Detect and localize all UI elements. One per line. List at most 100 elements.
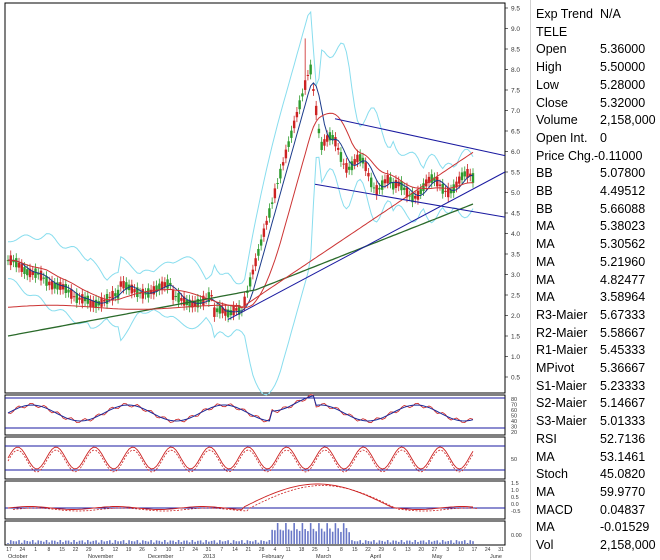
volume-bar: [166, 542, 169, 544]
candle-body: [419, 189, 422, 195]
volume-bar: [469, 540, 472, 544]
price-axis-label: 7.5: [511, 88, 520, 95]
volume-bar: [161, 541, 163, 544]
candle-body: [78, 297, 81, 300]
info-value: 53.1461: [600, 449, 646, 464]
volume-bar: [147, 541, 150, 544]
candle-body: [59, 282, 62, 290]
info-value: 5.01333: [600, 414, 646, 429]
volume-bar: [450, 540, 452, 544]
rsi-axis-label: 30: [511, 425, 517, 431]
candle-body: [215, 308, 219, 313]
candle-body: [425, 179, 428, 187]
volume-bar: [392, 540, 395, 544]
candle-body: [298, 100, 301, 110]
candle-body: [149, 289, 153, 294]
info-label: Open Int.: [536, 130, 588, 145]
info-label: MA: [536, 520, 555, 535]
info-value: 0: [600, 130, 607, 145]
candle-body: [100, 297, 103, 307]
volume-bar: [296, 529, 298, 544]
date-tick-label: 31: [206, 547, 212, 553]
candle-body: [292, 120, 296, 129]
candle-body: [210, 295, 213, 297]
info-label: MA: [536, 272, 555, 287]
info-label: BB: [536, 166, 553, 181]
info-value: 5.28000: [600, 77, 646, 92]
info-label: R2-Maier: [536, 325, 588, 340]
stoch-k-line: [7, 446, 474, 470]
volume-bar: [48, 542, 51, 544]
volume-bar: [329, 528, 331, 544]
date-tick-label: 29: [86, 547, 92, 553]
candle-body: [270, 202, 274, 204]
candle-body: [436, 176, 439, 187]
volume-bar: [309, 523, 312, 544]
candle-body: [323, 139, 326, 146]
candle-body: [281, 162, 285, 166]
trendline-channel-top: [334, 118, 506, 157]
candle-body: [452, 184, 455, 193]
volume-bar: [20, 542, 23, 544]
stock-chart[interactable]: 9.5 9.0 8.5 8.0 7.5 7.0 6.5 6.0 5.5 5.0 4.5 4.0 3.5 3…: [0, 0, 530, 560]
volume-bar: [158, 540, 161, 544]
info-label: Exp Trend: [536, 7, 593, 21]
volume-bar: [26, 540, 29, 544]
price-axis-label: 9.0: [511, 26, 520, 33]
volume-bar: [246, 540, 249, 544]
volume-bar: [249, 541, 251, 544]
volume-bar: [34, 542, 37, 544]
volume-bar: [188, 542, 191, 544]
volume-bar: [219, 540, 221, 544]
month-label: November: [88, 554, 114, 560]
volume-bar: [120, 541, 122, 544]
volume-bar: [180, 542, 183, 544]
candle-body: [92, 300, 95, 308]
rsi-axis-label: 60: [511, 408, 517, 414]
volume-bar: [208, 541, 210, 544]
candle-body: [422, 183, 425, 192]
volume-bar: [103, 541, 106, 544]
volume-bar: [221, 541, 224, 544]
bollinger-upper: [8, 10, 474, 285]
candle-body: [158, 283, 161, 291]
volume-bar: [351, 540, 353, 544]
date-tick-label: 1: [34, 547, 37, 553]
rsi-axis-label: 70: [511, 403, 517, 409]
info-value: 5.30562: [600, 237, 646, 252]
candle-body: [45, 276, 48, 286]
volume-bar: [359, 540, 361, 544]
volume-bar: [439, 542, 441, 544]
data-panel: Exp Trend N/A TELE Open 5.36000 High 5.50000 Lo…: [530, 0, 660, 560]
candle-body: [334, 137, 337, 147]
candle-body: [273, 188, 277, 199]
info-value: 5.21960: [600, 254, 646, 269]
volume-bar: [326, 523, 328, 544]
candle-body: [53, 282, 56, 289]
volume-bar: [282, 530, 284, 544]
volume-bar: [265, 541, 268, 544]
info-label: Close: [536, 95, 568, 110]
info-value: -0.01529: [600, 520, 650, 535]
date-tick-label: 17: [6, 547, 12, 553]
volume-bar: [276, 523, 279, 544]
volume-bar: [395, 540, 397, 544]
volume-bar: [45, 540, 48, 544]
date-tick-label: 22: [365, 547, 371, 553]
candle-body: [301, 93, 304, 97]
date-tick-label: 7: [220, 547, 223, 553]
volume-bar: [254, 540, 257, 544]
month-label: June: [490, 554, 502, 560]
candle-body: [81, 294, 84, 304]
ma-long: [7, 203, 474, 337]
volume-bar: [241, 540, 243, 544]
volume-bar: [128, 540, 130, 544]
date-tick-label: 4: [274, 547, 277, 553]
candle-body: [356, 154, 359, 163]
candle-body: [56, 282, 59, 290]
candle-body: [350, 161, 354, 171]
volume-bar: [131, 541, 133, 544]
chart-area[interactable]: 9.5 9.0 8.5 8.0 7.5 7.0 6.5 6.0 5.5 5.0 4.5 4.0 3.5 3…: [0, 0, 530, 560]
candle-body: [232, 306, 235, 316]
candle-body: [136, 287, 139, 297]
